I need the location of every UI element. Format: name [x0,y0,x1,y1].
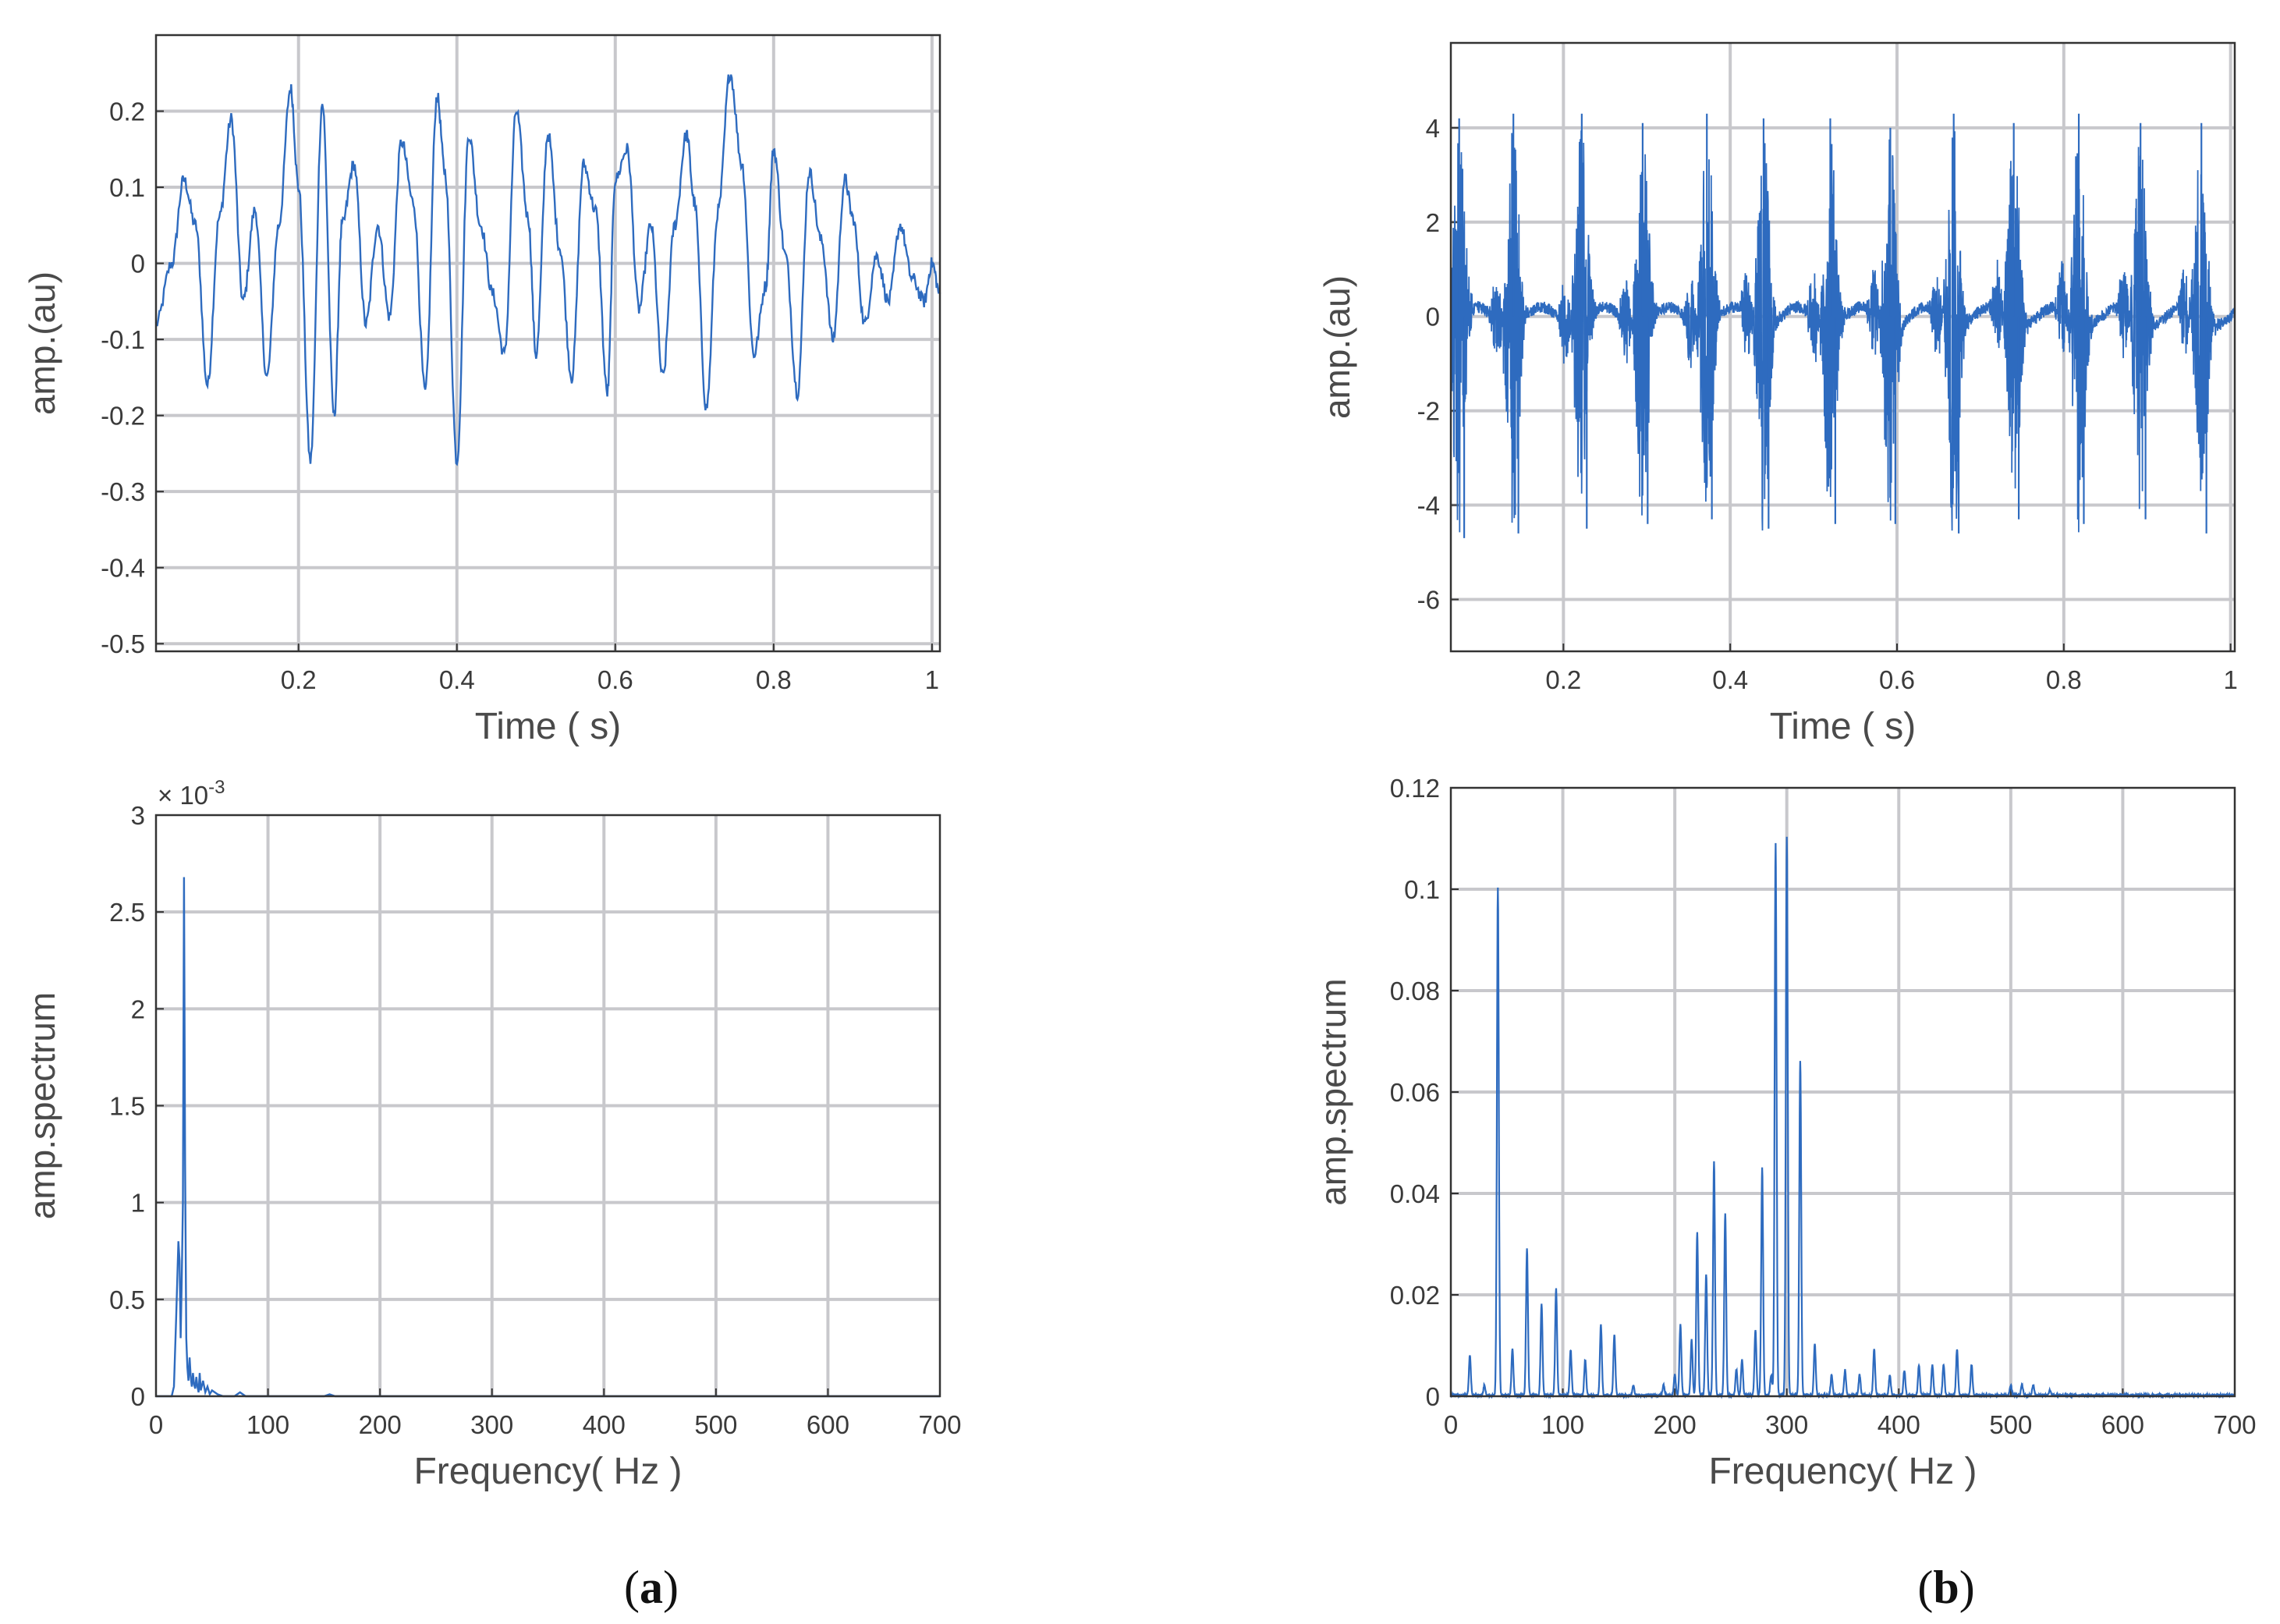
b-spectrum-ytick-label: 0.08 [1390,977,1440,1005]
b-spectrum-ytick-label: 0.06 [1390,1078,1440,1107]
b-time-xtick-label: 0.4 [1712,665,1748,694]
a-spectrum-xtick-label: 700 [918,1410,961,1439]
a-spectrum-xtick-label: 300 [470,1410,513,1439]
a-time-xtick-label: 1 [925,665,939,694]
b-spectrum-ytick-label: 0.04 [1390,1179,1440,1208]
b-spectrum-xtick-label: 300 [1765,1410,1808,1439]
a-spectrum-ytick-label: 2 [131,995,145,1023]
a-spectrum-ytick-label: 1 [131,1189,145,1218]
a-time-chart: 0.2 0.4 0.6 0.8 1 0.2 0.1 0 -0.1 -0.2 -0.3 -0.4 -0.5… [22,34,941,747]
a-time-signal-line [154,74,941,466]
b-spectrum-ytick-label: 0.02 [1390,1281,1440,1310]
a-spectrum-xtick-label: 500 [694,1410,737,1439]
b-time-ytick-label: -6 [1417,585,1440,614]
b-spectrum-xtick-label: 100 [1541,1410,1584,1439]
b-spectrum-xtick-label: 200 [1654,1410,1697,1439]
panel-label-a: (a) [624,1562,679,1613]
a-time-xtick-label: 0.6 [597,665,633,694]
a-spectrum-xtick-label: 400 [583,1410,626,1439]
a-time-ytick-label: -0.4 [101,554,145,583]
b-spectrum-axes-frame [1449,786,2236,1398]
b-time-ylabel: amp.(au) [1317,275,1357,419]
b-time-xlabel: Time ( s) [1770,706,1917,747]
a-spectrum-xtick-label: 600 [807,1410,849,1439]
a-time-xlabel: Time ( s) [475,706,622,747]
b-spectrum-ylabel: amp.spectrum [1313,978,1353,1205]
a-time-ytick-label: 0.2 [109,98,145,126]
a-spectrum-ylabel: amp.spectrum [22,992,62,1219]
b-time-xtick-label: 0.6 [1879,665,1915,694]
a-time-xtick-label: 0.2 [281,665,317,694]
a-time-ytick-label: -0.2 [101,402,145,431]
a-time-plot-area [156,35,940,651]
a-spectrum-ytick-label: 2.5 [109,898,145,927]
b-spectrum-xtick-label: 0 [1444,1410,1458,1439]
b-time-xtick-label: 1 [2223,665,2237,694]
b-time-axes-frame [1449,41,2236,653]
a-time-ytick-label: -0.3 [101,477,145,506]
b-time-ytick-label: -2 [1417,397,1440,426]
b-time-signal-line [1450,130,2236,533]
a-spectrum-xtick-label: 100 [246,1410,289,1439]
b-spectrum-line [1450,836,2236,1400]
panel-label-b: (b) [1917,1562,1974,1613]
a-spectrum-chart: 0 100 200 300 400 500 600 700 3 2.5 2 1.5 1 0.5 0 Frequ… [22,777,962,1492]
a-time-xtick-label: 0.4 [439,665,475,694]
a-spectrum-axes-frame [154,814,941,1398]
a-time-ytick-label: -0.5 [101,629,145,658]
a-spectrum-ytick-label: 0 [131,1382,145,1411]
b-spectrum-chart: 0 100 200 300 400 500 600 700 0.12 0.1 0.08 0.06 0.0… [1313,774,2257,1492]
b-spectrum-xtick-label: 600 [2101,1410,2144,1439]
b-spectrum-xtick-label: 500 [1989,1410,2032,1439]
b-time-ytick-label: 4 [1426,114,1440,143]
b-time-ytick-label: 0 [1426,303,1440,332]
a-spectrum-xlabel: Frequency( Hz ) [413,1451,682,1492]
b-spectrum-ytick-label: 0.1 [1404,875,1440,904]
a-time-ytick-label: -0.1 [101,325,145,354]
a-time-ytick-label: 0 [131,250,145,278]
a-spectrum-line [156,877,940,1398]
a-spectrum-ytick-label: 0.5 [109,1285,145,1314]
a-spectrum-xtick-label: 0 [149,1410,163,1439]
b-time-ytick-label: 2 [1426,208,1440,237]
a-spectrum-ytick-label: 3 [131,801,145,830]
b-time-ytick-label: -4 [1417,491,1440,520]
a-spectrum-xtick-label: 200 [359,1410,402,1439]
a-time-ylabel: amp.(au) [22,271,62,415]
a-spectrum-ytick-label: 1.5 [109,1092,145,1121]
a-spectrum-exponent: × 10-3 [158,777,225,810]
b-spectrum-xlabel: Frequency( Hz ) [1708,1451,1977,1492]
a-time-ytick-label: 0.1 [109,173,145,202]
a-time-xtick-label: 0.8 [756,665,792,694]
a-time-axes-frame [154,34,941,653]
b-spectrum-xtick-label: 400 [1878,1410,1920,1439]
b-time-chart: 0.2 0.4 0.6 0.8 1 4 2 0 -2 -4 -6 Time ( s) amp.(au) [1317,41,2238,747]
b-spectrum-ytick-label: 0 [1426,1382,1440,1411]
b-time-xtick-label: 0.2 [1545,665,1581,694]
b-spectrum-xtick-label: 700 [2213,1410,2256,1439]
b-spectrum-ytick-label: 0.12 [1390,774,1440,803]
b-time-xtick-label: 0.8 [2046,665,2082,694]
